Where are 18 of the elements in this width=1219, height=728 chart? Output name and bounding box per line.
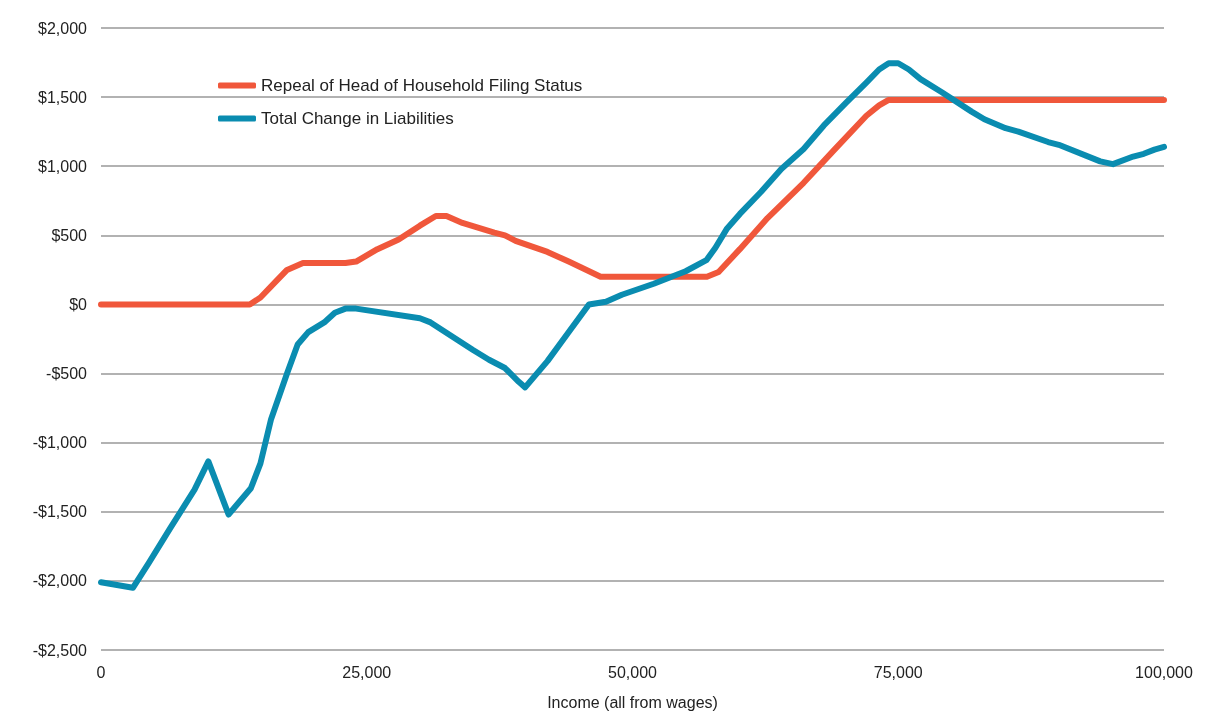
y-tick-label: -$1,500 xyxy=(32,503,88,521)
y-tick-label: -$1,000 xyxy=(32,434,88,452)
x-tick-label: 100,000 xyxy=(1135,663,1194,681)
y-tick-label: $1,500 xyxy=(38,88,88,106)
x-tick-label: 50,000 xyxy=(608,663,658,681)
y-tick-label: -$2,500 xyxy=(32,641,88,659)
y-tick-label: -$500 xyxy=(46,365,88,383)
legend-label: Total Change in Liabilities xyxy=(261,109,454,128)
x-axis-title: Income (all from wages) xyxy=(547,693,718,711)
x-tick-label: 25,000 xyxy=(342,663,392,681)
y-tick-label: $1,000 xyxy=(38,157,88,175)
y-tick-label: -$2,000 xyxy=(32,572,88,590)
y-tick-label: $2,000 xyxy=(38,19,88,37)
y-tick-label: $500 xyxy=(51,226,88,244)
x-tick-label: 75,000 xyxy=(873,663,923,681)
y-tick-label: $0 xyxy=(69,295,88,313)
x-tick-label: 0 xyxy=(96,663,106,681)
legend-label: Repeal of Head of Household Filing Status xyxy=(261,76,583,95)
